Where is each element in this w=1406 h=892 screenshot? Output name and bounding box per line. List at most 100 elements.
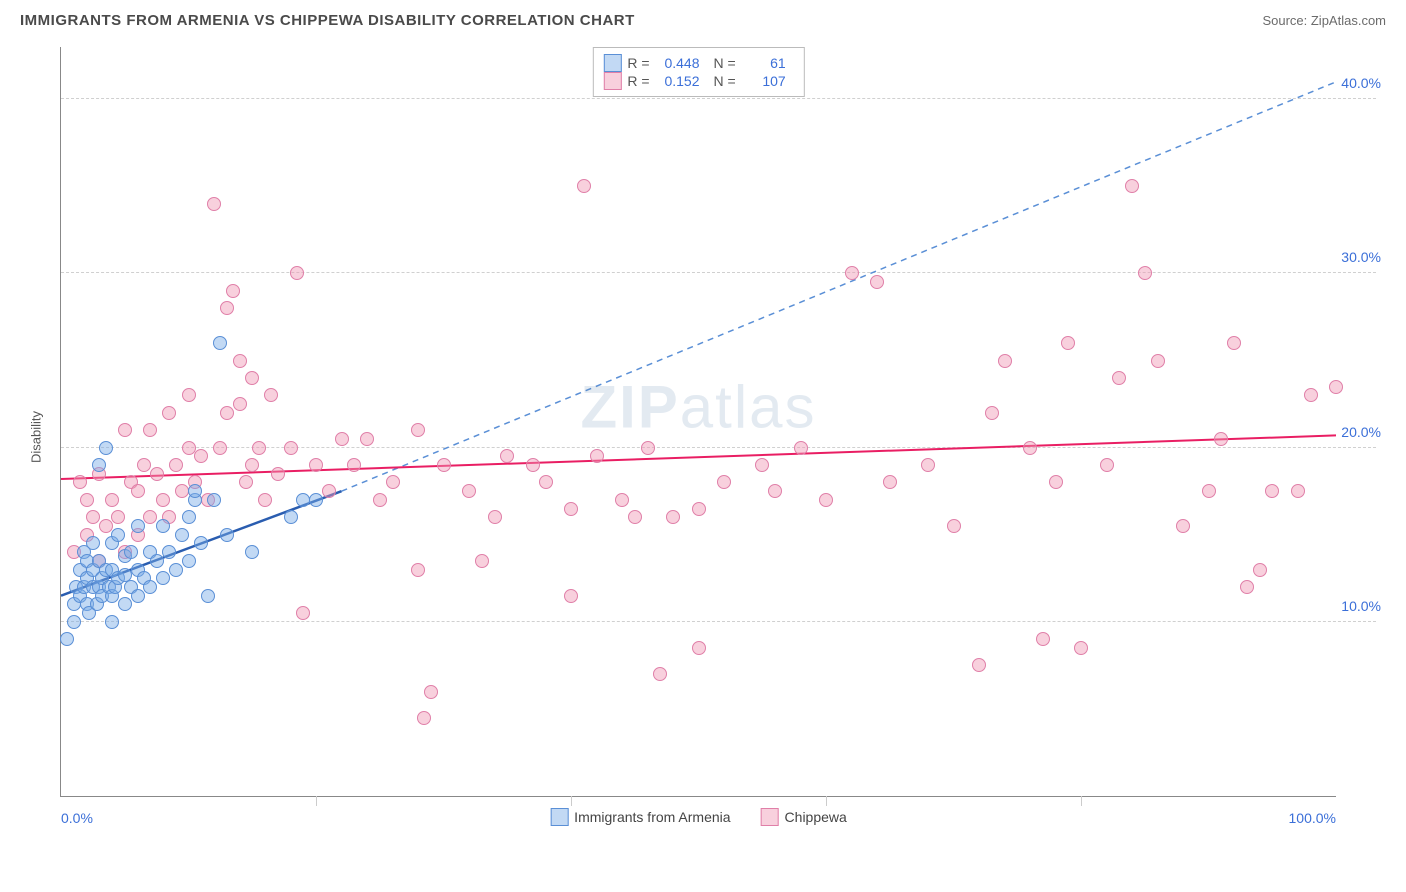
data-point xyxy=(794,441,808,455)
data-point xyxy=(124,545,138,559)
r-label: R = xyxy=(627,73,649,89)
data-point xyxy=(1061,336,1075,350)
data-point xyxy=(105,615,119,629)
data-point xyxy=(1240,580,1254,594)
data-point xyxy=(526,458,540,472)
data-point xyxy=(417,711,431,725)
grid-line xyxy=(61,621,1376,622)
data-point xyxy=(335,432,349,446)
data-point xyxy=(819,493,833,507)
data-point xyxy=(1291,484,1305,498)
data-point xyxy=(73,475,87,489)
data-point xyxy=(258,493,272,507)
r-value-1: 0.448 xyxy=(656,55,700,71)
data-point xyxy=(67,615,81,629)
data-point xyxy=(1265,484,1279,498)
data-point xyxy=(692,641,706,655)
data-point xyxy=(220,406,234,420)
data-point xyxy=(373,493,387,507)
xtick-mark xyxy=(826,796,827,806)
data-point xyxy=(1125,179,1139,193)
data-point xyxy=(539,475,553,489)
swatch-chippewa xyxy=(761,808,779,826)
data-point xyxy=(194,536,208,550)
data-point xyxy=(488,510,502,524)
data-point xyxy=(615,493,629,507)
data-point xyxy=(1202,484,1216,498)
data-point xyxy=(213,336,227,350)
data-point xyxy=(169,458,183,472)
data-point xyxy=(628,510,642,524)
data-point xyxy=(411,423,425,437)
data-point xyxy=(156,519,170,533)
data-point xyxy=(264,388,278,402)
header-bar: IMMIGRANTS FROM ARMENIA VS CHIPPEWA DISA… xyxy=(0,0,1406,37)
data-point xyxy=(245,371,259,385)
data-point xyxy=(411,563,425,577)
ytick-label: 10.0% xyxy=(1341,598,1381,614)
legend-item-armenia: Immigrants from Armenia xyxy=(550,808,730,826)
data-point xyxy=(239,475,253,489)
data-point xyxy=(156,493,170,507)
data-point xyxy=(284,441,298,455)
ytick-label: 40.0% xyxy=(1341,75,1381,91)
data-point xyxy=(1304,388,1318,402)
data-point xyxy=(641,441,655,455)
data-point xyxy=(1112,371,1126,385)
data-point xyxy=(1138,266,1152,280)
data-point xyxy=(768,484,782,498)
source-label: Source: ZipAtlas.com xyxy=(1262,13,1386,28)
data-point xyxy=(213,441,227,455)
correlation-row-2: R = 0.152 N = 107 xyxy=(603,72,793,90)
swatch-armenia xyxy=(603,54,621,72)
data-point xyxy=(870,275,884,289)
data-point xyxy=(194,449,208,463)
data-point xyxy=(226,284,240,298)
data-point xyxy=(437,458,451,472)
swatch-chippewa xyxy=(603,72,621,90)
data-point xyxy=(162,406,176,420)
data-point xyxy=(883,475,897,489)
data-point xyxy=(284,510,298,524)
data-point xyxy=(99,519,113,533)
ytick-label: 30.0% xyxy=(1341,249,1381,265)
data-point xyxy=(347,458,361,472)
y-axis-label: Disability xyxy=(29,411,44,463)
data-point xyxy=(131,589,145,603)
chart-container: Disability ZIPatlas R = 0.448 N = 61 R =… xyxy=(50,37,1386,837)
data-point xyxy=(233,354,247,368)
data-point xyxy=(1036,632,1050,646)
data-point xyxy=(245,458,259,472)
data-point xyxy=(755,458,769,472)
data-point xyxy=(666,510,680,524)
data-point xyxy=(118,423,132,437)
data-point xyxy=(182,554,196,568)
xtick-mark xyxy=(571,796,572,806)
data-point xyxy=(60,632,74,646)
data-point xyxy=(143,423,157,437)
data-point xyxy=(143,510,157,524)
data-point xyxy=(322,484,336,498)
data-point xyxy=(564,589,578,603)
grid-line xyxy=(61,98,1376,99)
data-point xyxy=(118,597,132,611)
grid-line xyxy=(61,272,1376,273)
xtick-right: 100.0% xyxy=(1289,810,1336,826)
data-point xyxy=(360,432,374,446)
data-point xyxy=(475,554,489,568)
data-point xyxy=(1049,475,1063,489)
data-point xyxy=(201,589,215,603)
data-point xyxy=(309,458,323,472)
xtick-mark xyxy=(316,796,317,806)
legend-label-chippewa: Chippewa xyxy=(785,809,847,825)
data-point xyxy=(80,493,94,507)
r-label: R = xyxy=(627,55,649,71)
data-point xyxy=(653,667,667,681)
watermark: ZIPatlas xyxy=(580,372,816,441)
legend-item-chippewa: Chippewa xyxy=(761,808,847,826)
series-legend: Immigrants from Armenia Chippewa xyxy=(550,808,847,826)
data-point xyxy=(169,563,183,577)
n-label: N = xyxy=(714,55,736,71)
data-point xyxy=(111,528,125,542)
data-point xyxy=(252,441,266,455)
